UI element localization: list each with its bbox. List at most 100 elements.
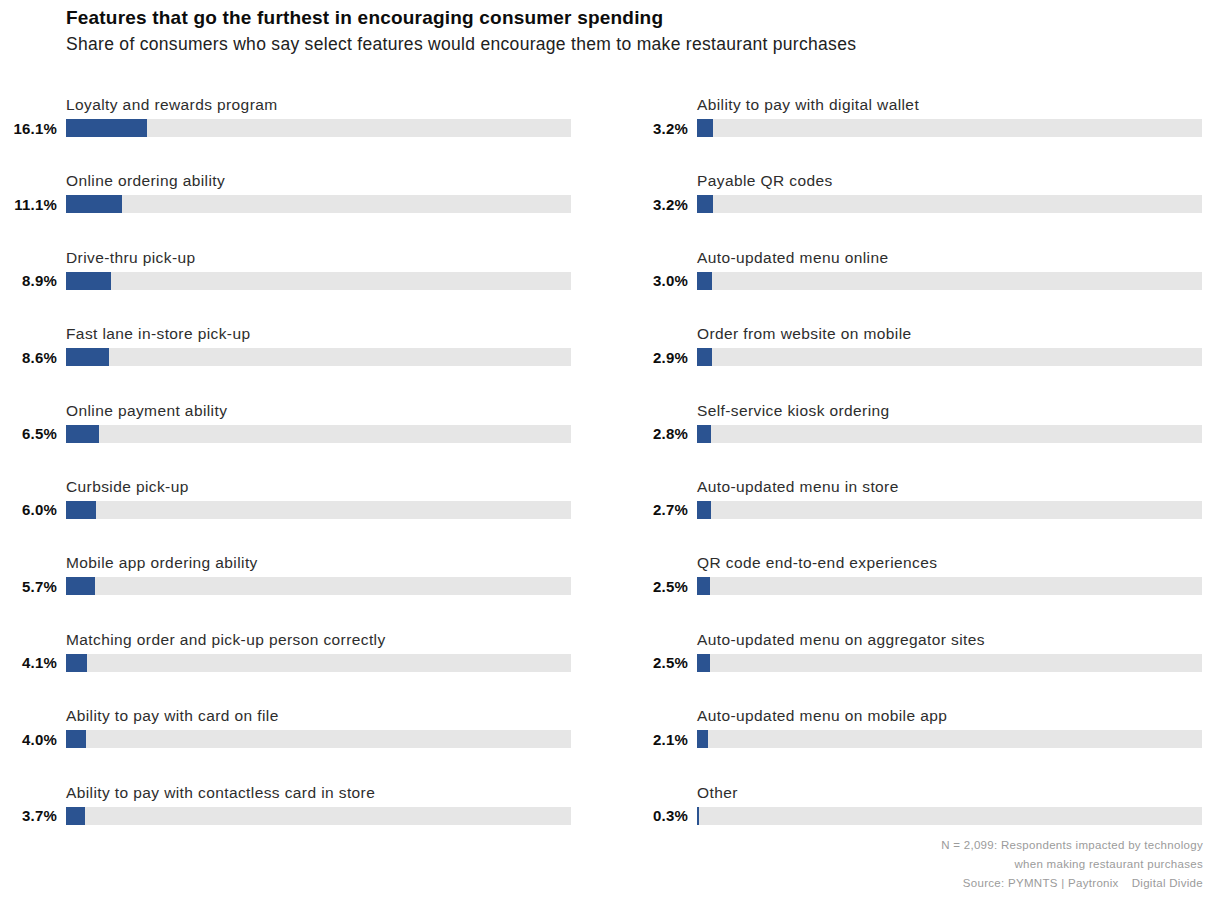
footnote-line-2: when making restaurant purchases [941,855,1203,874]
bar-fill [697,119,713,137]
bar-column-right: Ability to pay with digital wallet 3.2% … [631,94,1202,858]
value-label: 5.7% [0,578,57,595]
feature-label: QR code end-to-end experiences [697,552,1202,573]
bar-row: Online payment ability 6.5% [0,400,571,476]
value-label: 2.7% [631,501,688,518]
bar-track [66,730,571,748]
bar-fill [66,119,147,137]
bar-fill [697,730,708,748]
bar-row: Auto-updated menu on aggregator sites 2.… [631,629,1202,705]
value-label: 8.9% [0,272,57,289]
bar-row: Drive-thru pick-up 8.9% [0,247,571,323]
bar-track [697,807,1202,825]
bar-fill [697,654,710,672]
bar-track [66,119,571,137]
feature-label: Fast lane in-store pick-up [66,323,571,344]
bar-track [697,501,1202,519]
bar-row: Ability to pay with card on file 4.0% [0,705,571,781]
bar-row: Auto-updated menu online 3.0% [631,247,1202,323]
bar-row: Mobile app ordering ability 5.7% [0,552,571,628]
bar-fill [66,272,111,290]
feature-label: Payable QR codes [697,170,1202,191]
bar-fill [66,501,96,519]
bar-fill [697,501,711,519]
bar-track [66,272,571,290]
bar-track [66,577,571,595]
bar-fill [66,425,99,443]
bar-track [66,348,571,366]
value-label: 16.1% [0,120,57,137]
value-label: 4.0% [0,731,57,748]
bar-track [697,348,1202,366]
bar-row: QR code end-to-end experiences 2.5% [631,552,1202,628]
feature-label: Order from website on mobile [697,323,1202,344]
bar-row: Matching order and pick-up person correc… [0,629,571,705]
bar-row: Curbside pick-up 6.0% [0,476,571,552]
footnote-line-1: N = 2,099: Respondents impacted by techn… [941,836,1203,855]
value-label: 2.5% [631,654,688,671]
value-label: 6.0% [0,501,57,518]
bar-row: Ability to pay with digital wallet 3.2% [631,94,1202,170]
feature-label: Matching order and pick-up person correc… [66,629,571,650]
bar-fill [697,577,710,595]
value-label: 2.5% [631,578,688,595]
bar-track [697,195,1202,213]
bar-row: Auto-updated menu in store 2.7% [631,476,1202,552]
value-label: 3.7% [0,807,57,824]
bar-fill [697,348,712,366]
bar-fill [66,807,85,825]
bar-row: Loyalty and rewards program 16.1% [0,94,571,170]
bar-track [697,654,1202,672]
bar-track [697,730,1202,748]
feature-label: Other [697,782,1202,803]
value-label: 3.2% [631,120,688,137]
feature-label: Self-service kiosk ordering [697,400,1202,421]
feature-label: Mobile app ordering ability [66,552,571,573]
feature-label: Auto-updated menu in store [697,476,1202,497]
bar-track [697,272,1202,290]
footnote-source-prefix: Source: PYMNTS | Paytronix [963,877,1119,889]
feature-label: Curbside pick-up [66,476,571,497]
feature-label: Ability to pay with digital wallet [697,94,1202,115]
bar-track [66,501,571,519]
bar-fill [66,195,122,213]
chart-title: Features that go the furthest in encoura… [66,6,856,30]
bar-fill [697,425,711,443]
value-label: 2.8% [631,425,688,442]
chart-subtitle: Share of consumers who say select featur… [66,33,856,55]
feature-label: Ability to pay with contactless card in … [66,782,571,803]
bar-column-left: Loyalty and rewards program 16.1% Online… [0,94,571,858]
feature-label: Auto-updated menu on aggregator sites [697,629,1202,650]
feature-label: Auto-updated menu on mobile app [697,705,1202,726]
bar-track [697,425,1202,443]
bar-track [66,807,571,825]
bar-fill [697,272,712,290]
feature-label: Auto-updated menu online [697,247,1202,268]
bar-row: Self-service kiosk ordering 2.8% [631,400,1202,476]
chart-canvas: Features that go the furthest in encoura… [0,0,1230,908]
bar-row: Payable QR codes 3.2% [631,170,1202,246]
footnote: N = 2,099: Respondents impacted by techn… [941,836,1203,893]
value-label: 2.1% [631,731,688,748]
bar-track [66,195,571,213]
bar-track [697,119,1202,137]
value-label: 3.0% [631,272,688,289]
feature-label: Online ordering ability [66,170,571,191]
chart-header: Features that go the furthest in encoura… [66,6,856,55]
feature-label: Loyalty and rewards program [66,94,571,115]
bar-row: Auto-updated menu on mobile app 2.1% [631,705,1202,781]
feature-label: Ability to pay with card on file [66,705,571,726]
bar-fill [66,730,86,748]
bar-fill [66,577,95,595]
value-label: 11.1% [0,196,57,213]
bar-track [66,425,571,443]
bar-fill [697,807,699,825]
value-label: 4.1% [0,654,57,671]
bar-row: Fast lane in-store pick-up 8.6% [0,323,571,399]
bar-row: Ability to pay with contactless card in … [0,782,571,858]
bar-track [697,577,1202,595]
bar-fill [66,348,109,366]
value-label: 6.5% [0,425,57,442]
value-label: 0.3% [631,807,688,824]
footnote-source-line: Source: PYMNTS | PaytronixDigital Divide [941,874,1203,893]
